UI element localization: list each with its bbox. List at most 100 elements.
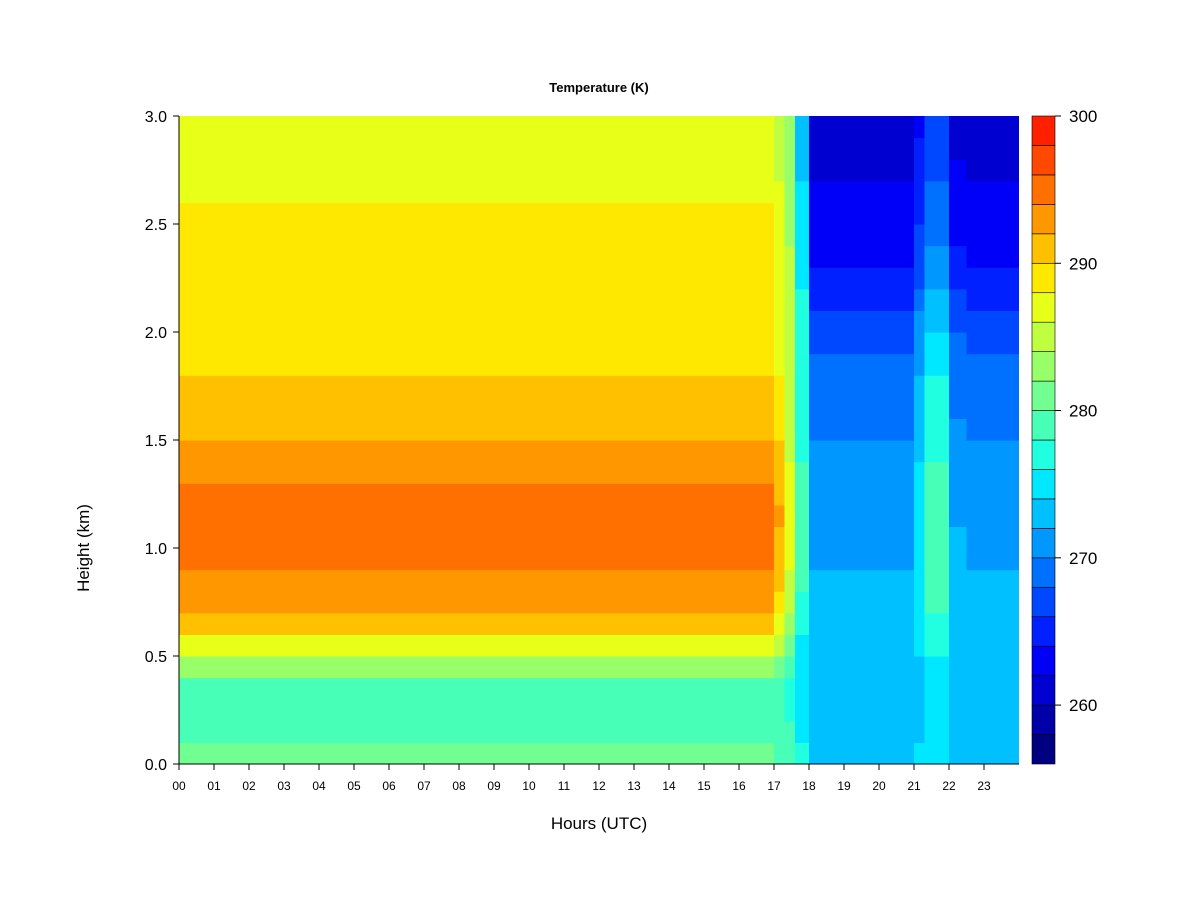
heatmap-cell [459,677,478,700]
heatmap-cell [826,612,845,635]
heatmap-cell [704,742,723,764]
heatmap-cell [354,116,373,139]
heatmap-cell [336,677,355,700]
heatmap-cell [949,180,968,203]
heatmap-cell [424,699,443,722]
heatmap-cell [861,418,880,441]
heatmap-cell [371,656,390,679]
heatmap-cell [564,699,583,722]
heatmap-cell [371,483,390,506]
heatmap-cell [266,224,285,247]
heatmap-cell [196,224,215,247]
heatmap-cell [266,396,285,419]
heatmap-cell [196,353,215,376]
heatmap-cell [984,288,1003,311]
heatmap-cell [634,159,653,182]
heatmap-cell [795,656,810,679]
heatmap-cell [196,699,215,722]
heatmap-cell [914,310,926,333]
heatmap-cell [494,656,513,679]
heatmap-cell [686,224,705,247]
heatmap-cell [826,461,845,484]
x-tick-label: 01 [207,779,221,793]
heatmap-cell [441,159,460,182]
heatmap-cell [844,288,863,311]
heatmap-cell [511,137,530,160]
heatmap-cell [266,267,285,290]
heatmap-cell [826,656,845,679]
heatmap-cell [249,332,268,355]
heatmap-cell [179,742,198,764]
heatmap-cell [231,202,250,225]
heatmap-cell [924,677,936,700]
heatmap-cell [935,353,950,376]
heatmap-cell [319,591,338,614]
heatmap-cell [424,742,443,764]
heatmap-cell [896,137,915,160]
heatmap-cell [511,375,530,398]
heatmap-cell [739,202,758,225]
heatmap-cell [809,116,828,139]
heatmap-cell [424,720,443,743]
heatmap-cell [651,202,670,225]
heatmap-cell [581,396,600,419]
heatmap-cell [924,699,936,722]
heatmap-cell [371,548,390,571]
heatmap-cell [354,245,373,268]
heatmap-cell [564,375,583,398]
heatmap-cell [784,267,796,290]
heatmap-cell [774,548,786,571]
heatmap-cell [319,548,338,571]
heatmap-cell [826,483,845,506]
colorbar-swatch [1031,645,1056,676]
heatmap-cell [861,504,880,527]
colorbar-swatch [1031,204,1056,235]
heatmap-cell [196,202,215,225]
heatmap-cell [406,440,425,463]
heatmap-cell [529,742,548,764]
heatmap-cell [634,245,653,268]
heatmap-cell [756,526,775,549]
heatmap-cell [424,483,443,506]
heatmap-cell [371,612,390,635]
heatmap-cell [301,526,320,549]
heatmap-cell [634,180,653,203]
heatmap-cell [784,720,796,743]
heatmap-cell [1001,224,1019,247]
heatmap-cell [924,483,936,506]
heatmap-cell [599,569,618,592]
heatmap-cell [494,526,513,549]
heatmap-cell [214,137,233,160]
heatmap-cell [844,137,863,160]
heatmap-cell [354,224,373,247]
heatmap-cell [756,504,775,527]
heatmap-cell [196,267,215,290]
heatmap-cell [634,332,653,355]
heatmap-cell [896,440,915,463]
heatmap-cell [336,224,355,247]
heatmap-cell [896,396,915,419]
heatmap-cell [179,396,198,419]
heatmap-cell [896,699,915,722]
heatmap-cell [389,159,408,182]
heatmap-cell [249,548,268,571]
heatmap-cell [284,699,303,722]
heatmap-cell [231,742,250,764]
heatmap-cell [266,591,285,614]
heatmap-cell [424,137,443,160]
heatmap-cell [459,202,478,225]
heatmap-cell [529,699,548,722]
heatmap-cell [284,677,303,700]
heatmap-cell [599,267,618,290]
heatmap-cell [739,634,758,657]
colorbar-swatch [1031,233,1056,264]
heatmap-cell [511,742,530,764]
heatmap-cell [669,742,688,764]
heatmap-cell [721,483,740,506]
heatmap-cell [494,332,513,355]
heatmap-cell [564,461,583,484]
heatmap-cell [774,677,786,700]
colorbar-swatch [1031,351,1056,382]
heatmap-cell [441,591,460,614]
heatmap-cell [739,180,758,203]
